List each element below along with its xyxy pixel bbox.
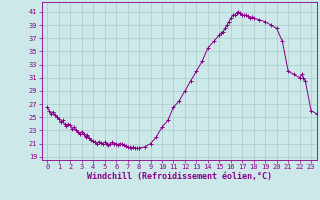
X-axis label: Windchill (Refroidissement éolien,°C): Windchill (Refroidissement éolien,°C) — [87, 172, 272, 181]
